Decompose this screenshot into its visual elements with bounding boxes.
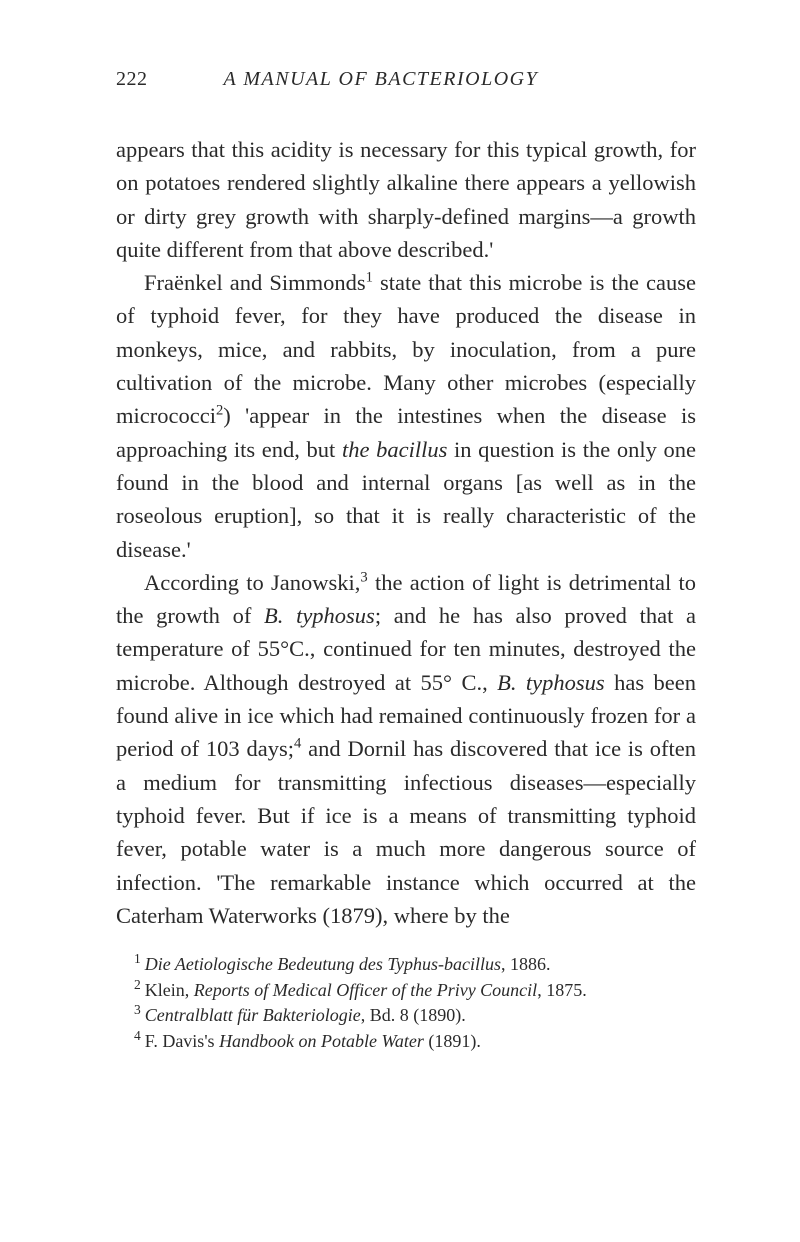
italic-text: the bacillus (342, 437, 447, 462)
text-run: , 1886. (501, 954, 551, 974)
italic-text: Handbook on Potable Water (219, 1031, 424, 1051)
footnotes-section: 1 Die Aetiologische Bedeutung des Typhus-… (116, 952, 696, 1054)
italic-text: B. typhosus (497, 670, 605, 695)
text-run: According to Janowski, (144, 570, 360, 595)
italic-text: B. typhosus (264, 603, 375, 628)
body-text: appears that this acidity is necessary f… (116, 133, 696, 932)
paragraph-1: appears that this acidity is necessary f… (116, 133, 696, 266)
text-run: F. Davis's (145, 1031, 219, 1051)
footnote-number: 2 (134, 977, 141, 992)
footnote-1: 1 Die Aetiologische Bedeutung des Typhus-… (116, 952, 696, 978)
italic-text: Centralblatt für Bakteriologie (145, 1005, 361, 1025)
page-number: 222 (116, 68, 148, 91)
footnote-number: 1 (134, 951, 141, 966)
footnote-4: 4 F. Davis's Handbook on Potable Water (1… (116, 1029, 696, 1055)
footnote-3: 3 Centralblatt für Bakteriologie, Bd. 8 (… (116, 1003, 696, 1029)
text-run: , 1875. (537, 980, 587, 1000)
paragraph-3: According to Janowski,3 the action of li… (116, 566, 696, 932)
page-header: 222 A MANUAL OF BACTERIOLOGY (116, 68, 696, 91)
italic-text: Die Aetiologische Bedeutung des Typhus-b… (145, 954, 501, 974)
footnote-ref: 3 (360, 569, 367, 585)
text-run: Klein, (145, 980, 194, 1000)
text-run: appears that this acidity is necessary f… (116, 137, 696, 262)
footnote-2: 2 Klein, Reports of Medical Officer of th… (116, 978, 696, 1004)
text-run: Fraënkel and Simmonds (144, 270, 366, 295)
footnote-number: 4 (134, 1028, 141, 1043)
book-title: A MANUAL OF BACTERIOLOGY (224, 68, 539, 91)
text-run: , Bd. 8 (1890). (361, 1005, 466, 1025)
footnote-ref: 1 (366, 270, 373, 286)
text-run: and Dornil has discovered that ice is of… (116, 736, 696, 927)
italic-text: Reports of Medical Officer of the Privy … (194, 980, 537, 1000)
footnote-number: 3 (134, 1002, 141, 1017)
paragraph-2: Fraënkel and Simmonds1 state that this m… (116, 266, 696, 566)
text-run: (1891). (424, 1031, 481, 1051)
